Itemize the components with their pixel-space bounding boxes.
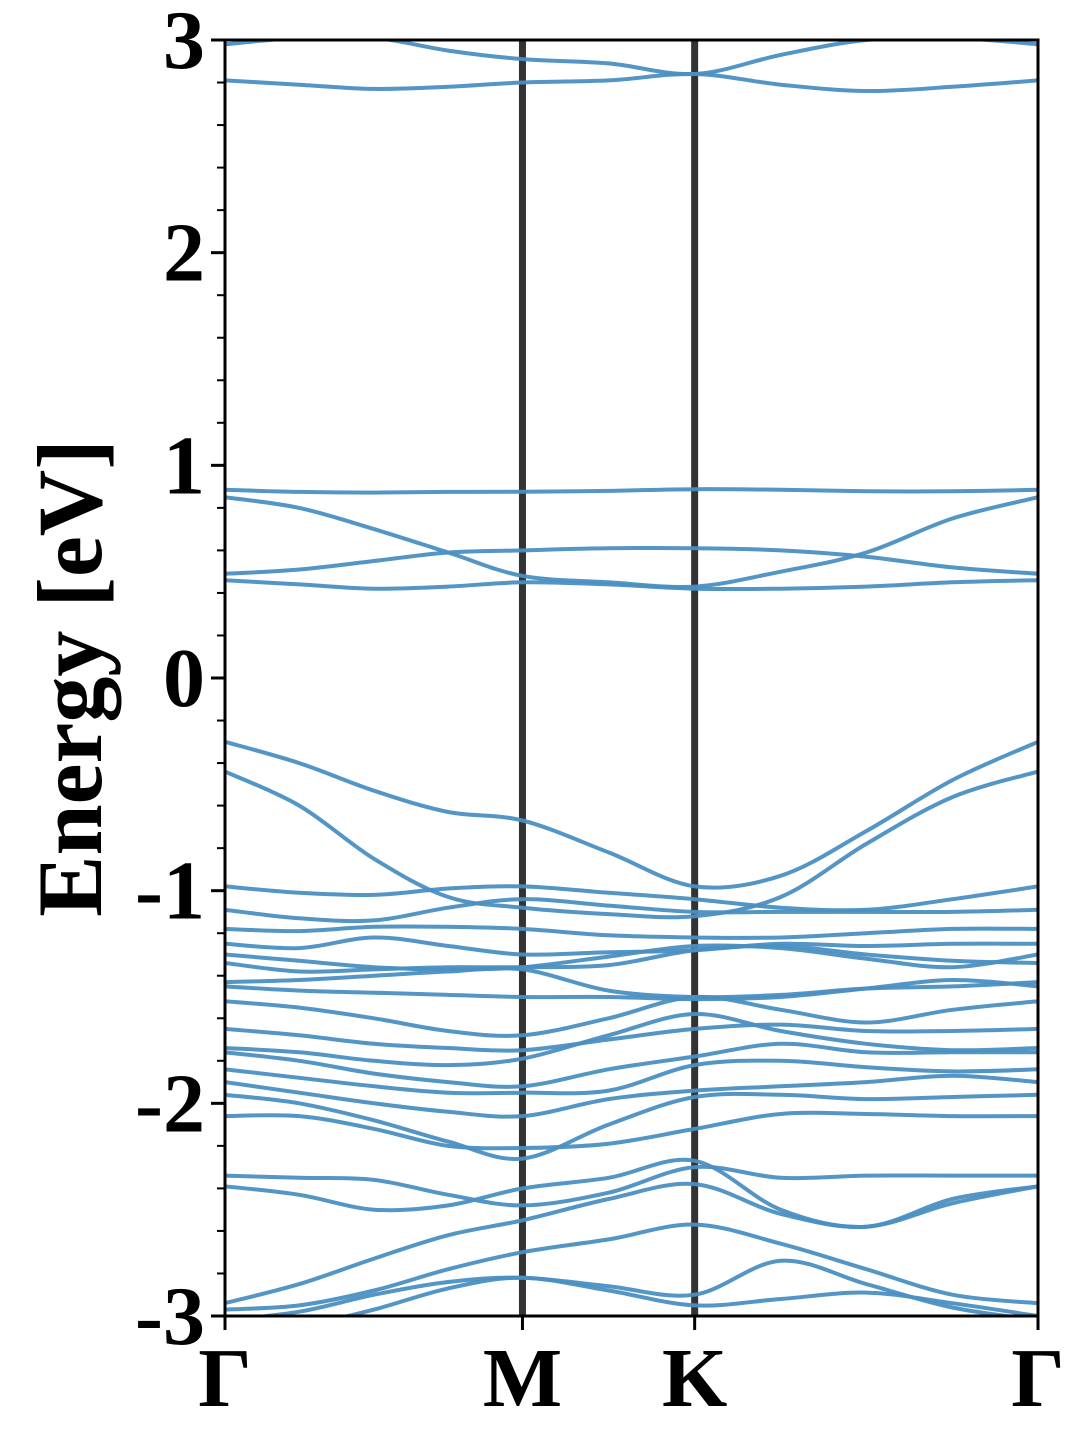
y-tick-label: -1 — [135, 845, 205, 938]
x-tick-label: Γ — [198, 1332, 251, 1425]
band-line — [225, 71, 1038, 94]
band-line — [225, 1164, 1038, 1208]
band-line — [225, 935, 1038, 957]
y-axis-label: Energy [eV] — [19, 439, 121, 917]
axes: -3 -2 -1 0 1 2 3 Γ M K Γ — [135, 0, 1065, 1425]
band-line — [225, 1110, 1038, 1151]
band-line — [225, 924, 1038, 940]
band-line — [225, 943, 1038, 974]
band-line — [225, 977, 1038, 1002]
band-line — [225, 1181, 1038, 1306]
y-tick-label: 1 — [163, 419, 205, 512]
band-line — [225, 578, 1038, 592]
bands — [225, 40, 1038, 1316]
band-line — [225, 897, 1038, 924]
x-tick-label: M — [483, 1332, 562, 1425]
band-line — [225, 495, 1038, 589]
band-line — [225, 487, 1038, 495]
band-line — [225, 1011, 1038, 1068]
band-line — [225, 1073, 1038, 1119]
band-line — [225, 546, 1038, 576]
y-tick-label: -3 — [135, 1270, 205, 1363]
y-tick-label: 0 — [163, 632, 205, 725]
band-line — [225, 966, 1038, 1000]
y-tick-label: 3 — [163, 0, 205, 87]
band-line — [225, 943, 1038, 972]
band-line — [225, 40, 1038, 77]
band-line — [225, 1222, 1038, 1312]
band-line — [225, 1041, 1038, 1089]
band-line — [225, 1058, 1038, 1096]
band-line — [339, 1275, 1038, 1316]
x-tick-label: K — [662, 1332, 727, 1425]
band-line — [225, 1022, 1038, 1053]
x-tick-label: Γ — [1011, 1332, 1064, 1425]
y-tick-label: -2 — [135, 1057, 205, 1150]
band-line — [225, 739, 1038, 890]
band-line — [247, 1258, 1022, 1316]
band-line — [225, 994, 1038, 1038]
y-tick-label: 2 — [163, 207, 205, 300]
band-line — [225, 769, 1038, 920]
band-line — [225, 884, 1038, 913]
band-line — [225, 1091, 1038, 1161]
